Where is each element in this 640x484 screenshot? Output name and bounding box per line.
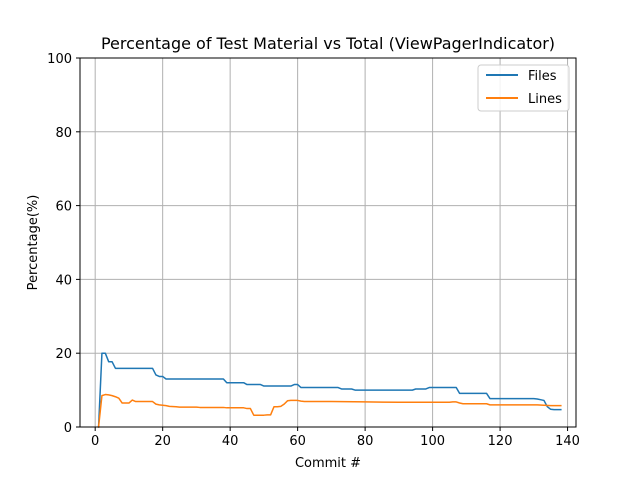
x-tick-label-4: 80 [357,434,374,449]
y-tick-label-4: 80 [55,126,72,141]
legend-box [477,64,570,112]
legend-label-lines: Lines [528,92,562,107]
y-tick-label-0: 0 [64,421,72,436]
grid-lines [80,57,576,428]
legend-label-files: Files [528,69,557,84]
plot-frame [79,57,577,428]
x-tick-label-7: 140 [555,434,580,449]
series-lines [97,352,562,428]
x-tick-label-6: 120 [488,434,513,449]
chart-title: Percentage of Test Material vs Total (Vi… [101,34,555,53]
y-tick-label-2: 40 [55,273,72,288]
y-tick-label-3: 60 [55,200,72,215]
x-tick-label-5: 100 [420,434,445,449]
x-tick-label-2: 40 [222,434,239,449]
x-tick-label-3: 60 [289,434,306,449]
y-tick-label-1: 20 [55,347,72,362]
series-line-lines [97,393,562,428]
legend: Files Lines [477,64,570,112]
y-axis-label: Percentage(%) [26,195,41,291]
x-tick-label-0: 0 [91,434,99,449]
series-line-files [97,352,562,428]
y-tick-label-5: 100 [47,52,72,67]
axis-ticks: 0 20 40 60 80 100 120 140 0 20 40 60 80 100 [47,52,580,449]
x-tick-label-1: 20 [154,434,171,449]
x-axis-label: Commit # [295,456,361,471]
